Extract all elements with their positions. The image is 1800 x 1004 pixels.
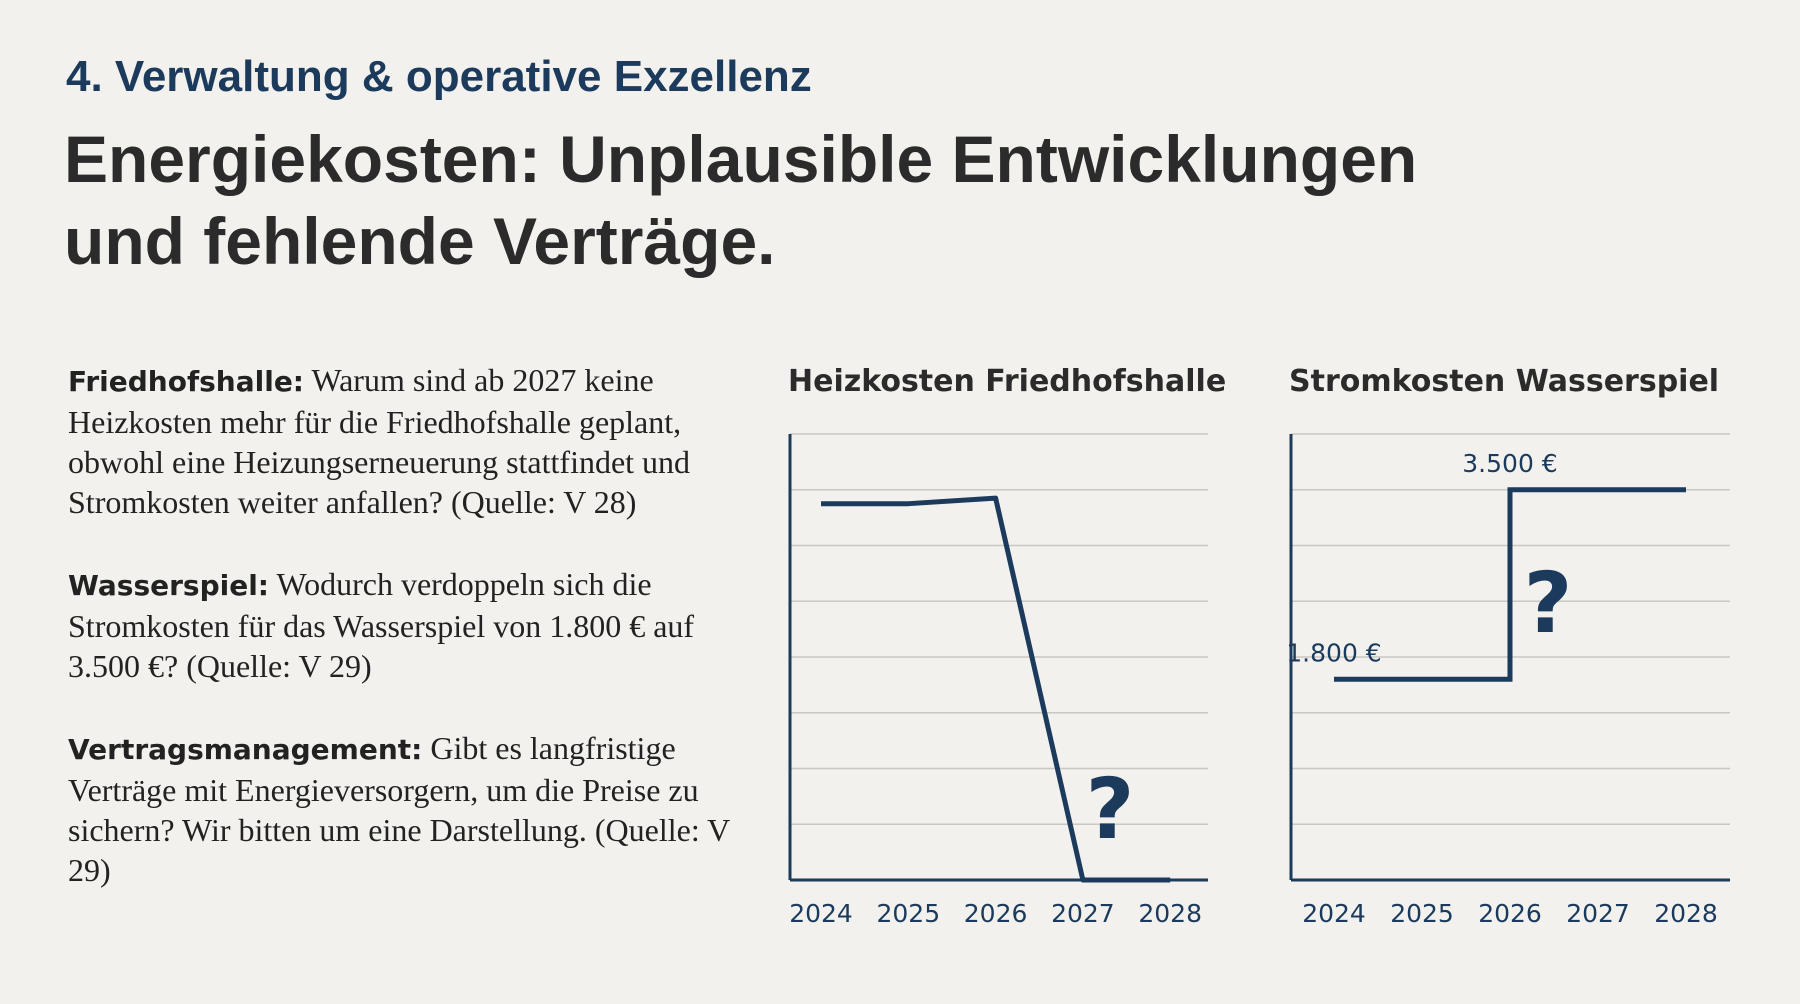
value-label: 1.800 €: [1286, 638, 1381, 667]
x-tick-label: 2027: [1051, 899, 1115, 928]
x-tick-label: 2026: [964, 899, 1028, 928]
page-title: Energiekosten: Unplausible Entwicklungen…: [64, 118, 1417, 282]
question-label: Friedhofshalle:: [68, 365, 305, 398]
questions: Friedhofshalle: Warum sind ab 2027 keine…: [68, 360, 738, 932]
question-text: Wodurch verdoppeln sich die Stromkosten …: [68, 566, 695, 684]
question-label: Vertragsmanagement:: [68, 733, 423, 766]
question: Wasserspiel: Wodurch verdoppeln sich die…: [68, 564, 738, 686]
section-title: 4. Verwaltung & operative Exzellenz: [66, 52, 812, 101]
x-tick-label: 2027: [1566, 899, 1630, 928]
x-tick-label: 2026: [1478, 899, 1542, 928]
question: Vertragsmanagement: Gibt es langfristige…: [68, 728, 738, 890]
x-tick-label: 2025: [1390, 899, 1454, 928]
title-line: und fehlende Verträge.: [64, 204, 776, 278]
step-line: [1334, 487, 1686, 682]
line: [821, 495, 1171, 883]
x-tick-label: 2024: [789, 899, 853, 928]
question: Friedhofshalle: Warum sind ab 2027 keine…: [68, 360, 738, 522]
value-label: 3.500 €: [1462, 449, 1557, 478]
title-line: Energiekosten: Unplausible Entwicklungen: [64, 122, 1418, 196]
x-tick-label: 2028: [1138, 899, 1202, 928]
x-tick-label: 2024: [1302, 899, 1366, 928]
question-text: Gibt es langfristige Verträge mit Energi…: [68, 730, 730, 888]
question-label: Wasserspiel:: [68, 569, 270, 602]
chart-title: Stromkosten Wasserspiel: [1289, 364, 1719, 399]
annotation: ?: [1086, 760, 1135, 858]
chart-title: Heizkosten Friedhofshalle: [788, 364, 1226, 399]
x-tick-label: 2025: [876, 899, 940, 928]
x-tick-label: 2028: [1654, 899, 1718, 928]
annotation: ?: [1524, 554, 1573, 652]
question-text: Warum sind ab 2027 keine Heizkosten mehr…: [68, 362, 691, 520]
